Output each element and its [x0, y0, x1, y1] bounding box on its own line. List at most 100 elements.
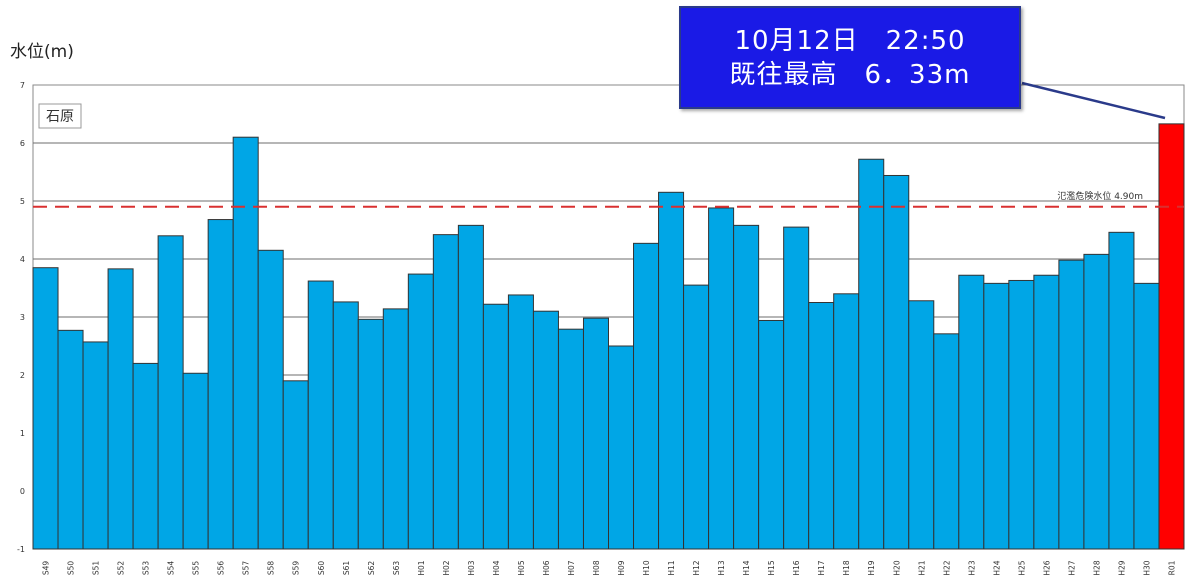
- bar: [708, 207, 735, 550]
- bar: [57, 329, 84, 550]
- station-label-text: 石原: [46, 109, 74, 125]
- x-tick-label: H18: [842, 560, 851, 575]
- bars: [32, 123, 1185, 550]
- bar: [883, 174, 910, 550]
- bar: [983, 282, 1010, 550]
- bar: [808, 302, 835, 550]
- peak-callout-box: 10月12日 22:50 既往最高 6．33m: [679, 6, 1021, 109]
- bar: [608, 345, 635, 550]
- bar: [833, 293, 860, 550]
- x-tick-label: H27: [1067, 560, 1076, 575]
- bar: [1083, 253, 1110, 550]
- bar: [933, 333, 960, 550]
- bar: [633, 242, 660, 550]
- x-tick-label: S57: [242, 561, 251, 576]
- callout-record: 既往最高 6．33m: [729, 60, 971, 90]
- threshold-line: 氾濫危険水位 4.90m: [33, 190, 1184, 208]
- x-tick-label: H29: [1117, 560, 1126, 575]
- bar: [432, 234, 459, 550]
- x-tick-label: S52: [117, 561, 126, 576]
- y-tick-label: 0: [20, 487, 25, 496]
- y-tick-label: 7: [20, 81, 25, 90]
- x-tick-label: H22: [942, 560, 951, 575]
- bar: [582, 317, 610, 550]
- x-tick-label: S54: [167, 561, 176, 576]
- x-tick-label: H07: [567, 560, 576, 575]
- bar: [1008, 279, 1035, 550]
- bar: [1108, 231, 1135, 550]
- x-tick-label: H30: [1142, 560, 1151, 575]
- bar: [958, 274, 985, 550]
- x-tick-label: H24: [992, 560, 1001, 575]
- x-tick-label: H19: [867, 560, 876, 575]
- x-tick-label: H02: [442, 560, 451, 575]
- bar: [532, 310, 559, 550]
- bar: [232, 136, 259, 550]
- bar: [257, 249, 284, 550]
- x-tick-label: H04: [492, 560, 501, 575]
- x-tick-label: S51: [92, 561, 101, 576]
- bar: [908, 300, 935, 550]
- x-tick-label: H06: [542, 560, 551, 575]
- bar: [182, 372, 209, 550]
- y-axis-unit-label: 水位(m): [10, 42, 74, 62]
- x-tick-label: S59: [292, 561, 301, 576]
- y-tick-label: 2: [20, 371, 25, 380]
- x-tick-label: S49: [42, 561, 51, 576]
- bar: [207, 219, 234, 550]
- x-tick-label: H25: [1017, 560, 1026, 575]
- x-tick-label: S56: [217, 561, 226, 576]
- x-tick-label: H08: [592, 560, 601, 575]
- bar: [1133, 282, 1160, 550]
- y-tick-label: -1: [17, 545, 25, 554]
- bar: [557, 328, 584, 550]
- x-tick-label: R01: [1167, 560, 1176, 575]
- y-tick-label: 6: [20, 139, 25, 148]
- x-tick-label: H03: [467, 560, 476, 575]
- station-label-box: [38, 103, 82, 129]
- bar: [783, 226, 810, 550]
- bar: [482, 303, 509, 550]
- bar: [32, 267, 59, 550]
- x-tick-label: S50: [67, 561, 76, 576]
- y-tick-labels: -1 0 1 2 3 4 5 6 7: [17, 81, 25, 554]
- y-tick-label: 5: [20, 197, 25, 206]
- x-tick-label: H28: [1092, 560, 1101, 575]
- x-tick-label: H23: [967, 560, 976, 575]
- bar: [758, 319, 785, 550]
- bar: [733, 224, 760, 550]
- x-tick-labels: S49 S50 S51 S52 S53 S54 S55 S56 S57 S58 S59 S60 S61 S…: [42, 560, 1177, 575]
- bar: [282, 380, 309, 550]
- bar: [407, 273, 434, 550]
- x-tick-label: S61: [342, 561, 351, 576]
- x-tick-label: H05: [517, 560, 526, 575]
- bar: [457, 224, 484, 550]
- bar: [1058, 259, 1085, 550]
- bar: [82, 341, 109, 550]
- y-tick-label: 4: [20, 255, 25, 264]
- x-tick-label: H09: [617, 560, 626, 575]
- x-tick-label: H26: [1042, 560, 1051, 575]
- x-tick-label: H21: [917, 560, 926, 575]
- x-tick-label: S53: [142, 561, 151, 576]
- x-tick-label: S62: [367, 561, 376, 576]
- bar: [132, 362, 159, 550]
- y-tick-label: 1: [20, 429, 25, 438]
- x-tick-label: S60: [317, 561, 326, 576]
- bar: [307, 280, 334, 550]
- x-tick-label: H17: [817, 560, 826, 575]
- x-tick-label: H14: [742, 560, 751, 575]
- x-tick-label: H16: [792, 560, 801, 575]
- bar: [658, 191, 685, 550]
- bar: [858, 158, 885, 550]
- x-tick-label: H10: [642, 560, 651, 575]
- x-tick-label: H20: [892, 560, 901, 575]
- x-tick-label: S55: [192, 561, 201, 576]
- bar: [332, 301, 359, 550]
- x-tick-label: H15: [767, 560, 776, 575]
- x-tick-label: H13: [717, 560, 726, 575]
- bar: [382, 308, 409, 550]
- station-label: 石原: [38, 103, 82, 129]
- highlight-bar: [1158, 123, 1185, 550]
